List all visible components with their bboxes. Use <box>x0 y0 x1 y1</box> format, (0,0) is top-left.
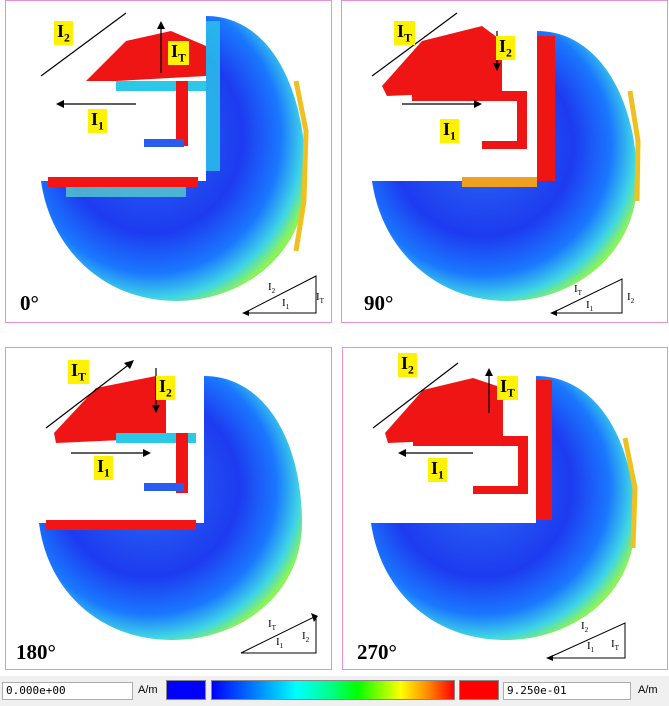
legend-max-swatch <box>459 680 499 700</box>
label-bottom: I1 <box>88 109 107 133</box>
angle-label: 270° <box>357 640 397 664</box>
legend-gradient <box>211 680 455 700</box>
legend-min-unit: A/m <box>138 684 158 696</box>
field-plot <box>40 12 317 316</box>
triangle-label-2: I1 <box>586 299 594 314</box>
legend-min-swatch <box>166 680 206 700</box>
field-plot <box>371 362 638 661</box>
label-left: I2 <box>54 21 73 45</box>
angle-label: 0° <box>20 291 39 315</box>
triangle-label-3: I2 <box>627 291 635 306</box>
label-left: IT <box>68 360 89 384</box>
triangle-label-1: I2 <box>581 620 589 635</box>
panel-180deg: IT I2 I1 180° IT I1 I2 <box>5 347 332 670</box>
label-bottom: I1 <box>440 119 459 143</box>
triangle-label-1: I2 <box>268 281 276 296</box>
angle-label: 180° <box>16 640 56 664</box>
label-top: I2 <box>496 36 515 60</box>
triangle-label-2: I1 <box>587 640 595 655</box>
panel-270deg: I2 IT I1 270° I2 I1 IT <box>342 347 668 670</box>
triangle-label-3: I2 <box>302 630 310 645</box>
label-left: IT <box>394 21 415 45</box>
triangle-label-3: IT <box>316 291 325 306</box>
label-top: IT <box>497 376 518 400</box>
field-plot <box>39 360 318 654</box>
label-bottom: I1 <box>428 458 447 482</box>
legend-max-field[interactable]: 9.250e-01 <box>503 682 631 700</box>
triangle-label-2: I1 <box>282 297 290 312</box>
triangle-label-1: IT <box>574 283 583 298</box>
label-top: I2 <box>156 376 175 400</box>
triangle-label-1: IT <box>268 618 277 633</box>
legend-min-field[interactable]: 0.000e+00 <box>2 682 133 700</box>
legend-max-unit: A/m <box>638 684 658 696</box>
triangle-label-3: IT <box>611 638 620 653</box>
label-top: IT <box>168 41 189 65</box>
label-left: I2 <box>398 353 417 377</box>
triangle-label-2: I1 <box>276 636 284 651</box>
panel-0deg: I2 IT I1 0° I2 I1 IT <box>5 0 332 323</box>
angle-label: 90° <box>364 291 394 315</box>
label-bottom: I1 <box>94 456 113 480</box>
panel-90deg: IT I2 I1 90° IT I1 I2 <box>341 0 668 323</box>
